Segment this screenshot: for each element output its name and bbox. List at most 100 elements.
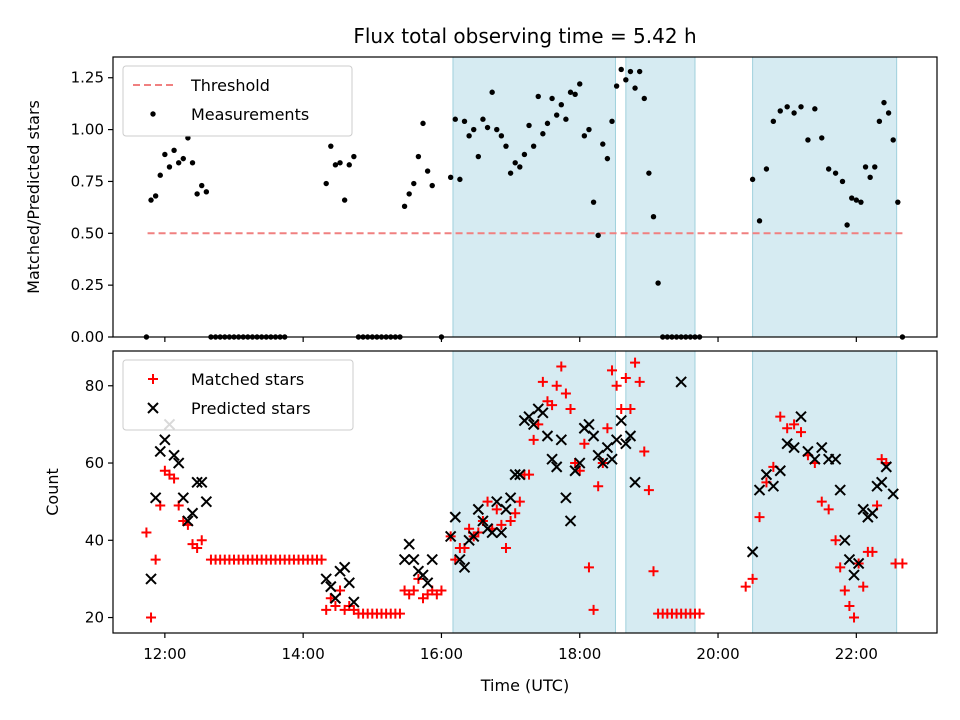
matched-star-point (556, 361, 567, 372)
predicted-star-point (592, 449, 604, 462)
measurement-point (590, 199, 597, 205)
predicted-star-point (154, 445, 166, 458)
predicted-star-point (458, 561, 471, 574)
matched-star-point (551, 380, 562, 391)
matched-star-point (634, 376, 645, 387)
measurement-point (540, 131, 546, 137)
measurement-point (849, 195, 855, 201)
predicted-star-point (486, 526, 498, 539)
predicted-star-point (767, 480, 780, 492)
plot-frame (112, 350, 938, 634)
predicted-star-point (774, 465, 786, 477)
measurement-point (171, 147, 177, 154)
legend-box (122, 65, 353, 137)
predicted-star-point (583, 418, 595, 431)
predicted-star-point (454, 553, 466, 566)
y-tick-label: 60 (85, 454, 104, 472)
measurement-point (632, 85, 638, 91)
measurement-point (199, 182, 205, 189)
measurement-point (180, 155, 186, 162)
predicted-star-point (781, 438, 793, 450)
predicted-star-point (417, 569, 429, 581)
measurement-point (429, 182, 435, 189)
y-tick-label: 20 (85, 609, 104, 627)
y-tick-label: 0.00 (71, 328, 104, 346)
predicted-star-point (329, 592, 342, 604)
matched-star-point (747, 573, 758, 584)
predicted-star-point (200, 495, 213, 508)
measurement-point (812, 106, 818, 112)
x-tick-label: 12:00 (143, 645, 186, 663)
measurement-point (484, 124, 491, 131)
predicted-star-point (550, 461, 563, 473)
predicted-star-point (527, 418, 540, 431)
measurement-point (194, 191, 200, 197)
predicted-star-point (564, 515, 577, 527)
predicted-star-point (325, 580, 337, 593)
predicted-star-point (491, 495, 503, 508)
legend-label: Measurements (191, 105, 309, 124)
matched-star-point (141, 527, 152, 538)
observing-window (752, 350, 898, 634)
measurement-point (853, 197, 860, 203)
matched-star-point (482, 496, 493, 507)
measurement-point (203, 189, 210, 195)
measurement-point (567, 89, 574, 95)
matched-star-point (754, 512, 765, 523)
measurement-point (595, 232, 601, 239)
predicted-star-point (795, 410, 807, 423)
predicted-star-point (788, 441, 800, 454)
top-axes: 0.00 0.25 0.50 0.75 1.00 1.25 (71, 56, 938, 346)
matched-star-point (560, 388, 571, 399)
legend: Matched stars Predicted stars (122, 359, 354, 431)
measurement-point (858, 199, 864, 205)
measurement-point (162, 151, 168, 158)
measurement-point (819, 135, 825, 141)
predicted-star-point (574, 457, 586, 469)
matched-star-point (775, 411, 786, 422)
matched-star-point (849, 612, 860, 623)
plot-frame (112, 56, 938, 338)
predicted-star-point (610, 434, 623, 446)
predicted-star-point (760, 468, 773, 481)
predicted-star-point (675, 376, 687, 388)
measurement-point (521, 151, 528, 158)
predicted-star-point (753, 484, 766, 496)
predicted-star-point (615, 414, 627, 427)
measurement-point (623, 77, 629, 83)
measurement-point (586, 126, 592, 133)
legend-label: Matched stars (191, 370, 304, 389)
matched-star-point (565, 403, 576, 414)
matched-star-point (491, 504, 502, 515)
measurement-point (189, 160, 196, 166)
y-tick-label: 1.25 (71, 69, 104, 87)
observing-window (625, 350, 696, 634)
measurement-point (763, 166, 770, 172)
measurement-point (166, 164, 173, 170)
measurement-point (406, 191, 412, 197)
measurement-point (346, 162, 352, 168)
measurement-point (475, 153, 482, 160)
legend-matched-swatch (148, 374, 158, 384)
predicted-star-point (159, 434, 171, 446)
measurement-point (862, 164, 869, 170)
predicted-star-point (177, 492, 190, 504)
legend: Threshold Measurements (122, 65, 353, 137)
predicted-star-point (343, 577, 355, 589)
predicted-star-point (852, 557, 865, 570)
measurement-point (777, 108, 783, 114)
legend-predicted-swatch (147, 402, 159, 414)
matched-star-point (694, 608, 705, 619)
predicted-star-point (620, 438, 632, 450)
matched-star-point (330, 600, 341, 611)
y-tick-label: 0.50 (71, 224, 104, 242)
measurement-point (890, 137, 896, 143)
measurement-point (832, 170, 839, 176)
measurement-point (471, 126, 477, 133)
predicted-star-point (196, 476, 208, 489)
predicted-star-point (468, 530, 480, 543)
measurement-point (867, 174, 873, 180)
matched-star-point (620, 373, 631, 384)
measurement-point (461, 118, 468, 124)
